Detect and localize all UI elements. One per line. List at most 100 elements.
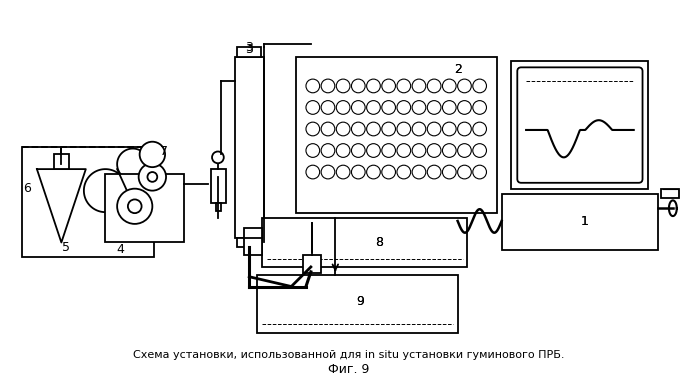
Circle shape (427, 79, 441, 93)
Circle shape (352, 122, 365, 136)
Text: 5: 5 (62, 241, 71, 254)
Bar (303, 255, 321, 273)
Text: Фиг. 9: Фиг. 9 (329, 363, 370, 376)
Circle shape (366, 79, 380, 93)
Circle shape (397, 165, 410, 179)
Circle shape (458, 101, 471, 114)
Circle shape (306, 79, 319, 93)
Circle shape (321, 165, 335, 179)
Circle shape (427, 101, 441, 114)
Text: 8: 8 (375, 236, 383, 249)
Circle shape (458, 122, 471, 136)
Text: 9: 9 (356, 295, 363, 308)
Circle shape (306, 101, 319, 114)
Circle shape (366, 101, 380, 114)
Circle shape (321, 122, 335, 136)
Text: 1: 1 (581, 215, 589, 228)
Circle shape (412, 165, 426, 179)
Circle shape (458, 165, 471, 179)
Circle shape (366, 165, 380, 179)
Circle shape (397, 79, 410, 93)
Circle shape (306, 165, 319, 179)
Circle shape (442, 144, 456, 157)
Circle shape (412, 79, 426, 93)
Bar (296, 57, 497, 213)
Bar (502, 193, 658, 250)
FancyBboxPatch shape (517, 67, 642, 183)
Circle shape (352, 79, 365, 93)
Text: 2: 2 (454, 63, 461, 76)
Bar (661, 189, 679, 198)
Circle shape (473, 101, 487, 114)
Circle shape (458, 144, 471, 157)
Bar (211, 169, 226, 203)
Circle shape (140, 142, 165, 167)
Bar (262, 218, 468, 267)
Bar (54, 154, 69, 169)
Bar (257, 275, 458, 334)
Circle shape (427, 144, 441, 157)
Circle shape (147, 172, 157, 182)
Circle shape (382, 165, 396, 179)
Circle shape (412, 144, 426, 157)
Circle shape (473, 165, 487, 179)
Circle shape (117, 189, 152, 224)
Circle shape (397, 122, 410, 136)
Circle shape (427, 122, 441, 136)
Circle shape (382, 122, 396, 136)
Circle shape (427, 165, 441, 179)
Circle shape (366, 144, 380, 157)
Bar (216, 203, 221, 211)
Bar (245, 228, 262, 255)
Bar (512, 62, 649, 189)
Bar (238, 47, 261, 57)
Text: 3: 3 (245, 43, 253, 56)
Text: 8: 8 (375, 236, 383, 249)
Circle shape (382, 101, 396, 114)
Circle shape (352, 101, 365, 114)
Bar (304, 252, 319, 270)
Circle shape (382, 79, 396, 93)
Circle shape (321, 79, 335, 93)
Circle shape (306, 122, 319, 136)
Circle shape (442, 79, 456, 93)
Circle shape (473, 122, 487, 136)
Circle shape (473, 144, 487, 157)
Circle shape (352, 165, 365, 179)
Circle shape (138, 163, 166, 191)
Circle shape (321, 144, 335, 157)
Circle shape (336, 122, 350, 136)
Circle shape (352, 144, 365, 157)
Circle shape (321, 101, 335, 114)
Circle shape (336, 79, 350, 93)
Circle shape (382, 144, 396, 157)
Circle shape (442, 122, 456, 136)
Circle shape (458, 79, 471, 93)
Circle shape (306, 144, 319, 157)
Circle shape (397, 144, 410, 157)
Bar (22, 147, 154, 257)
Bar (235, 57, 264, 238)
Circle shape (442, 165, 456, 179)
Circle shape (336, 144, 350, 157)
Circle shape (412, 101, 426, 114)
Circle shape (128, 200, 142, 213)
Circle shape (412, 122, 426, 136)
Circle shape (212, 152, 224, 163)
Text: 7: 7 (160, 145, 168, 158)
Circle shape (366, 122, 380, 136)
Circle shape (442, 101, 456, 114)
Bar (106, 174, 184, 242)
Circle shape (397, 101, 410, 114)
Text: 9: 9 (356, 295, 363, 308)
Text: 1: 1 (581, 215, 589, 228)
Text: Схема установки, использованной для in situ установки гуминового ПРБ.: Схема установки, использованной для in s… (134, 350, 565, 360)
Text: 2: 2 (454, 63, 461, 76)
Text: 4: 4 (116, 243, 124, 256)
Circle shape (336, 101, 350, 114)
Circle shape (336, 165, 350, 179)
Text: 6: 6 (23, 182, 31, 195)
Circle shape (473, 79, 487, 93)
Bar (238, 238, 261, 247)
Text: 3: 3 (245, 41, 253, 54)
